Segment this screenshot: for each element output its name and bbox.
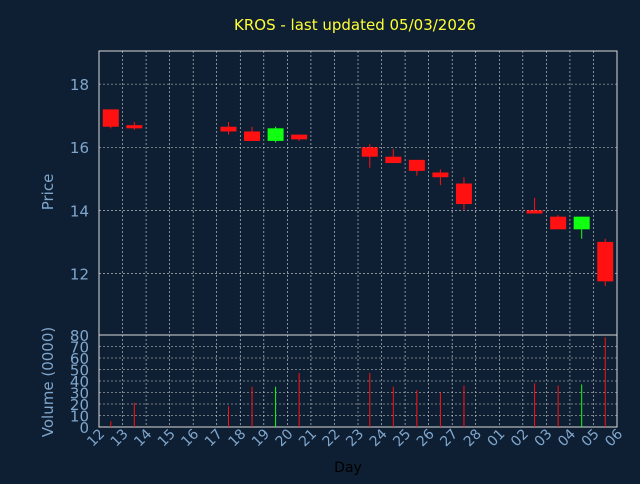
x-tick-label: 17: [202, 426, 226, 450]
candle-body: [361, 147, 378, 157]
candle-body: [244, 131, 261, 141]
chart-title: KROS - last updated 05/03/2026: [234, 16, 476, 34]
candle-body: [267, 128, 284, 141]
volume-tick-label: 20: [70, 396, 89, 414]
x-tick-label: 26: [414, 426, 438, 450]
x-tick-label: 16: [178, 426, 202, 450]
x-tick-label: 04: [555, 426, 579, 450]
volume-tick-label: 40: [70, 373, 89, 391]
x-tick-label: 23: [343, 426, 367, 450]
volume-frame: [98, 334, 618, 428]
volume-tick-label: 0: [79, 419, 89, 437]
price-tick-label: 12: [70, 265, 89, 283]
x-tick-label: 25: [390, 426, 414, 450]
x-tick-label: 06: [602, 426, 626, 450]
price-tick-label: 16: [70, 139, 89, 157]
candle-body: [432, 172, 449, 178]
volume-tick-label: 50: [70, 362, 89, 380]
candle-body: [102, 109, 119, 127]
volume-axis-label: Volume (0000): [39, 327, 57, 437]
volume-tick-label: 60: [70, 350, 89, 368]
volume-tick-label: 80: [70, 327, 89, 345]
volume-tick-label: 30: [70, 385, 89, 403]
volume-tick-label: 70: [70, 339, 89, 357]
x-tick-label: 05: [579, 426, 603, 450]
candle-body: [291, 134, 308, 140]
x-tick-label: 20: [273, 426, 297, 450]
candle-body: [408, 159, 425, 171]
x-tick-labels: 12 13 14 15 16 17 18 19 20 21 22 23 24 25 26 27 28 01 02 03…: [84, 426, 626, 450]
candle-body: [550, 216, 567, 230]
candle-body: [526, 210, 543, 214]
x-tick-label: 15: [155, 426, 179, 450]
price-axis-label: Price: [39, 174, 57, 211]
candle-body: [573, 216, 590, 230]
x-tick-label: 01: [484, 426, 508, 450]
x-tick-label: 28: [461, 426, 485, 450]
candle-body: [385, 156, 402, 164]
price-panel: 12 14 16 18: [70, 50, 618, 336]
x-tick-label: 22: [320, 426, 344, 450]
x-tick-label: 21: [296, 426, 320, 450]
x-tick-label: 02: [508, 426, 532, 450]
price-tick-label: 18: [70, 76, 89, 94]
volume-tick-label: 10: [70, 408, 89, 426]
x-tick-label: 27: [437, 426, 461, 450]
x-tick-label: 03: [532, 426, 556, 450]
candle-body: [126, 125, 143, 129]
x-tick-label: 24: [367, 426, 391, 450]
candle-body: [597, 241, 614, 282]
x-tick-label: 18: [225, 426, 249, 450]
x-tick-label: 14: [131, 426, 155, 450]
x-axis-label: Day: [334, 460, 362, 476]
price-tick-label: 14: [70, 202, 89, 220]
x-tick-label: 13: [108, 426, 132, 450]
x-tick-label: 19: [249, 426, 273, 450]
candle-body: [455, 183, 472, 205]
candle-body: [220, 126, 237, 132]
